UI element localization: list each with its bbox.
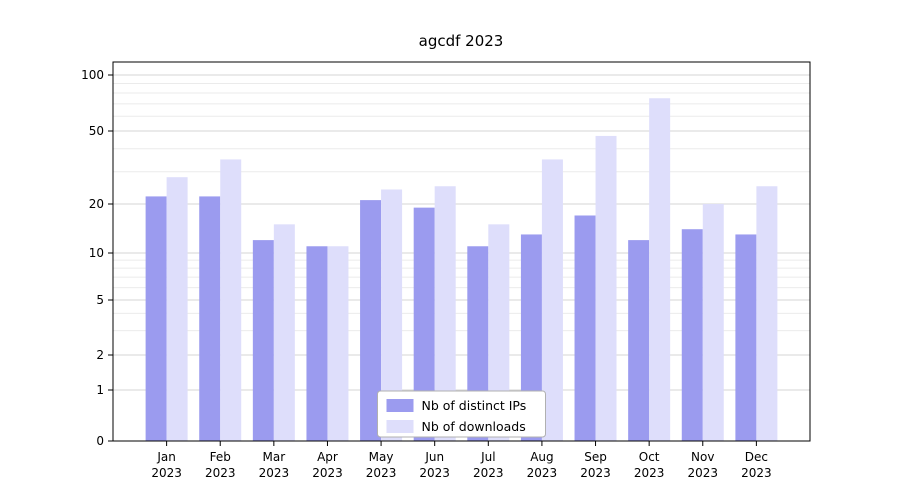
x-tick-label: Mar 2023 <box>259 450 290 480</box>
bar-downloads-feb <box>220 159 242 441</box>
y-tick-label: 100 <box>81 68 104 82</box>
bar-ips-sep <box>574 215 596 441</box>
x-tick-label: Dec 2023 <box>741 450 772 480</box>
bar-downloads-aug <box>541 159 563 441</box>
x-tick-label: Jun 2023 <box>419 450 450 480</box>
y-tick-label: 5 <box>96 293 104 307</box>
x-tick-label: Oct 2023 <box>634 450 665 480</box>
bar-ips-dec <box>735 234 757 441</box>
x-tick-label: Aug 2023 <box>527 450 558 480</box>
y-tick-label: 2 <box>96 348 104 362</box>
legend-label: Nb of downloads <box>422 419 526 434</box>
bar-downloads-dec <box>756 186 778 441</box>
legend-box <box>377 390 546 438</box>
bar-downloads-mar <box>273 224 295 441</box>
bar-downloads-jul <box>488 224 510 441</box>
x-tick-label: Apr 2023 <box>312 450 343 480</box>
x-tick-label: Feb 2023 <box>205 450 236 480</box>
bar-downloads-nov <box>702 204 724 441</box>
bar-ips-nov <box>681 229 703 441</box>
bar-downloads-may <box>381 189 403 441</box>
bar-downloads-jan <box>166 177 188 441</box>
bar-ips-aug <box>520 234 542 441</box>
x-tick-label: Sep 2023 <box>580 450 611 480</box>
x-tick-label: Jul 2023 <box>473 450 504 480</box>
bar-ips-jun <box>413 207 435 441</box>
bar-downloads-apr <box>327 246 349 441</box>
bar-downloads-oct <box>649 98 671 442</box>
bar-downloads-sep <box>595 135 617 441</box>
chart-title: agcdf 2023 <box>419 32 504 50</box>
legend-label: Nb of distinct IPs <box>422 398 527 413</box>
legend-swatch <box>386 399 414 412</box>
y-tick-label: 50 <box>89 124 104 138</box>
bar-ips-jan <box>145 196 167 441</box>
y-tick-label: 10 <box>89 246 104 260</box>
bar-ips-oct <box>628 240 650 441</box>
x-tick-label: Jan 2023 <box>151 450 182 480</box>
bar-ips-apr <box>306 246 328 441</box>
x-tick-label: May 2023 <box>366 450 397 480</box>
legend-swatch <box>386 420 414 433</box>
y-tick-label: 1 <box>96 383 104 397</box>
x-tick-label: Nov 2023 <box>687 450 718 480</box>
plot-border <box>112 61 811 442</box>
bar-ips-mar <box>252 240 274 441</box>
bar-ips-may <box>360 200 382 441</box>
bar-ips-feb <box>199 196 221 441</box>
bar-downloads-jun <box>434 186 456 441</box>
y-tick-label: 0 <box>96 434 104 448</box>
y-tick-label: 20 <box>89 197 104 211</box>
